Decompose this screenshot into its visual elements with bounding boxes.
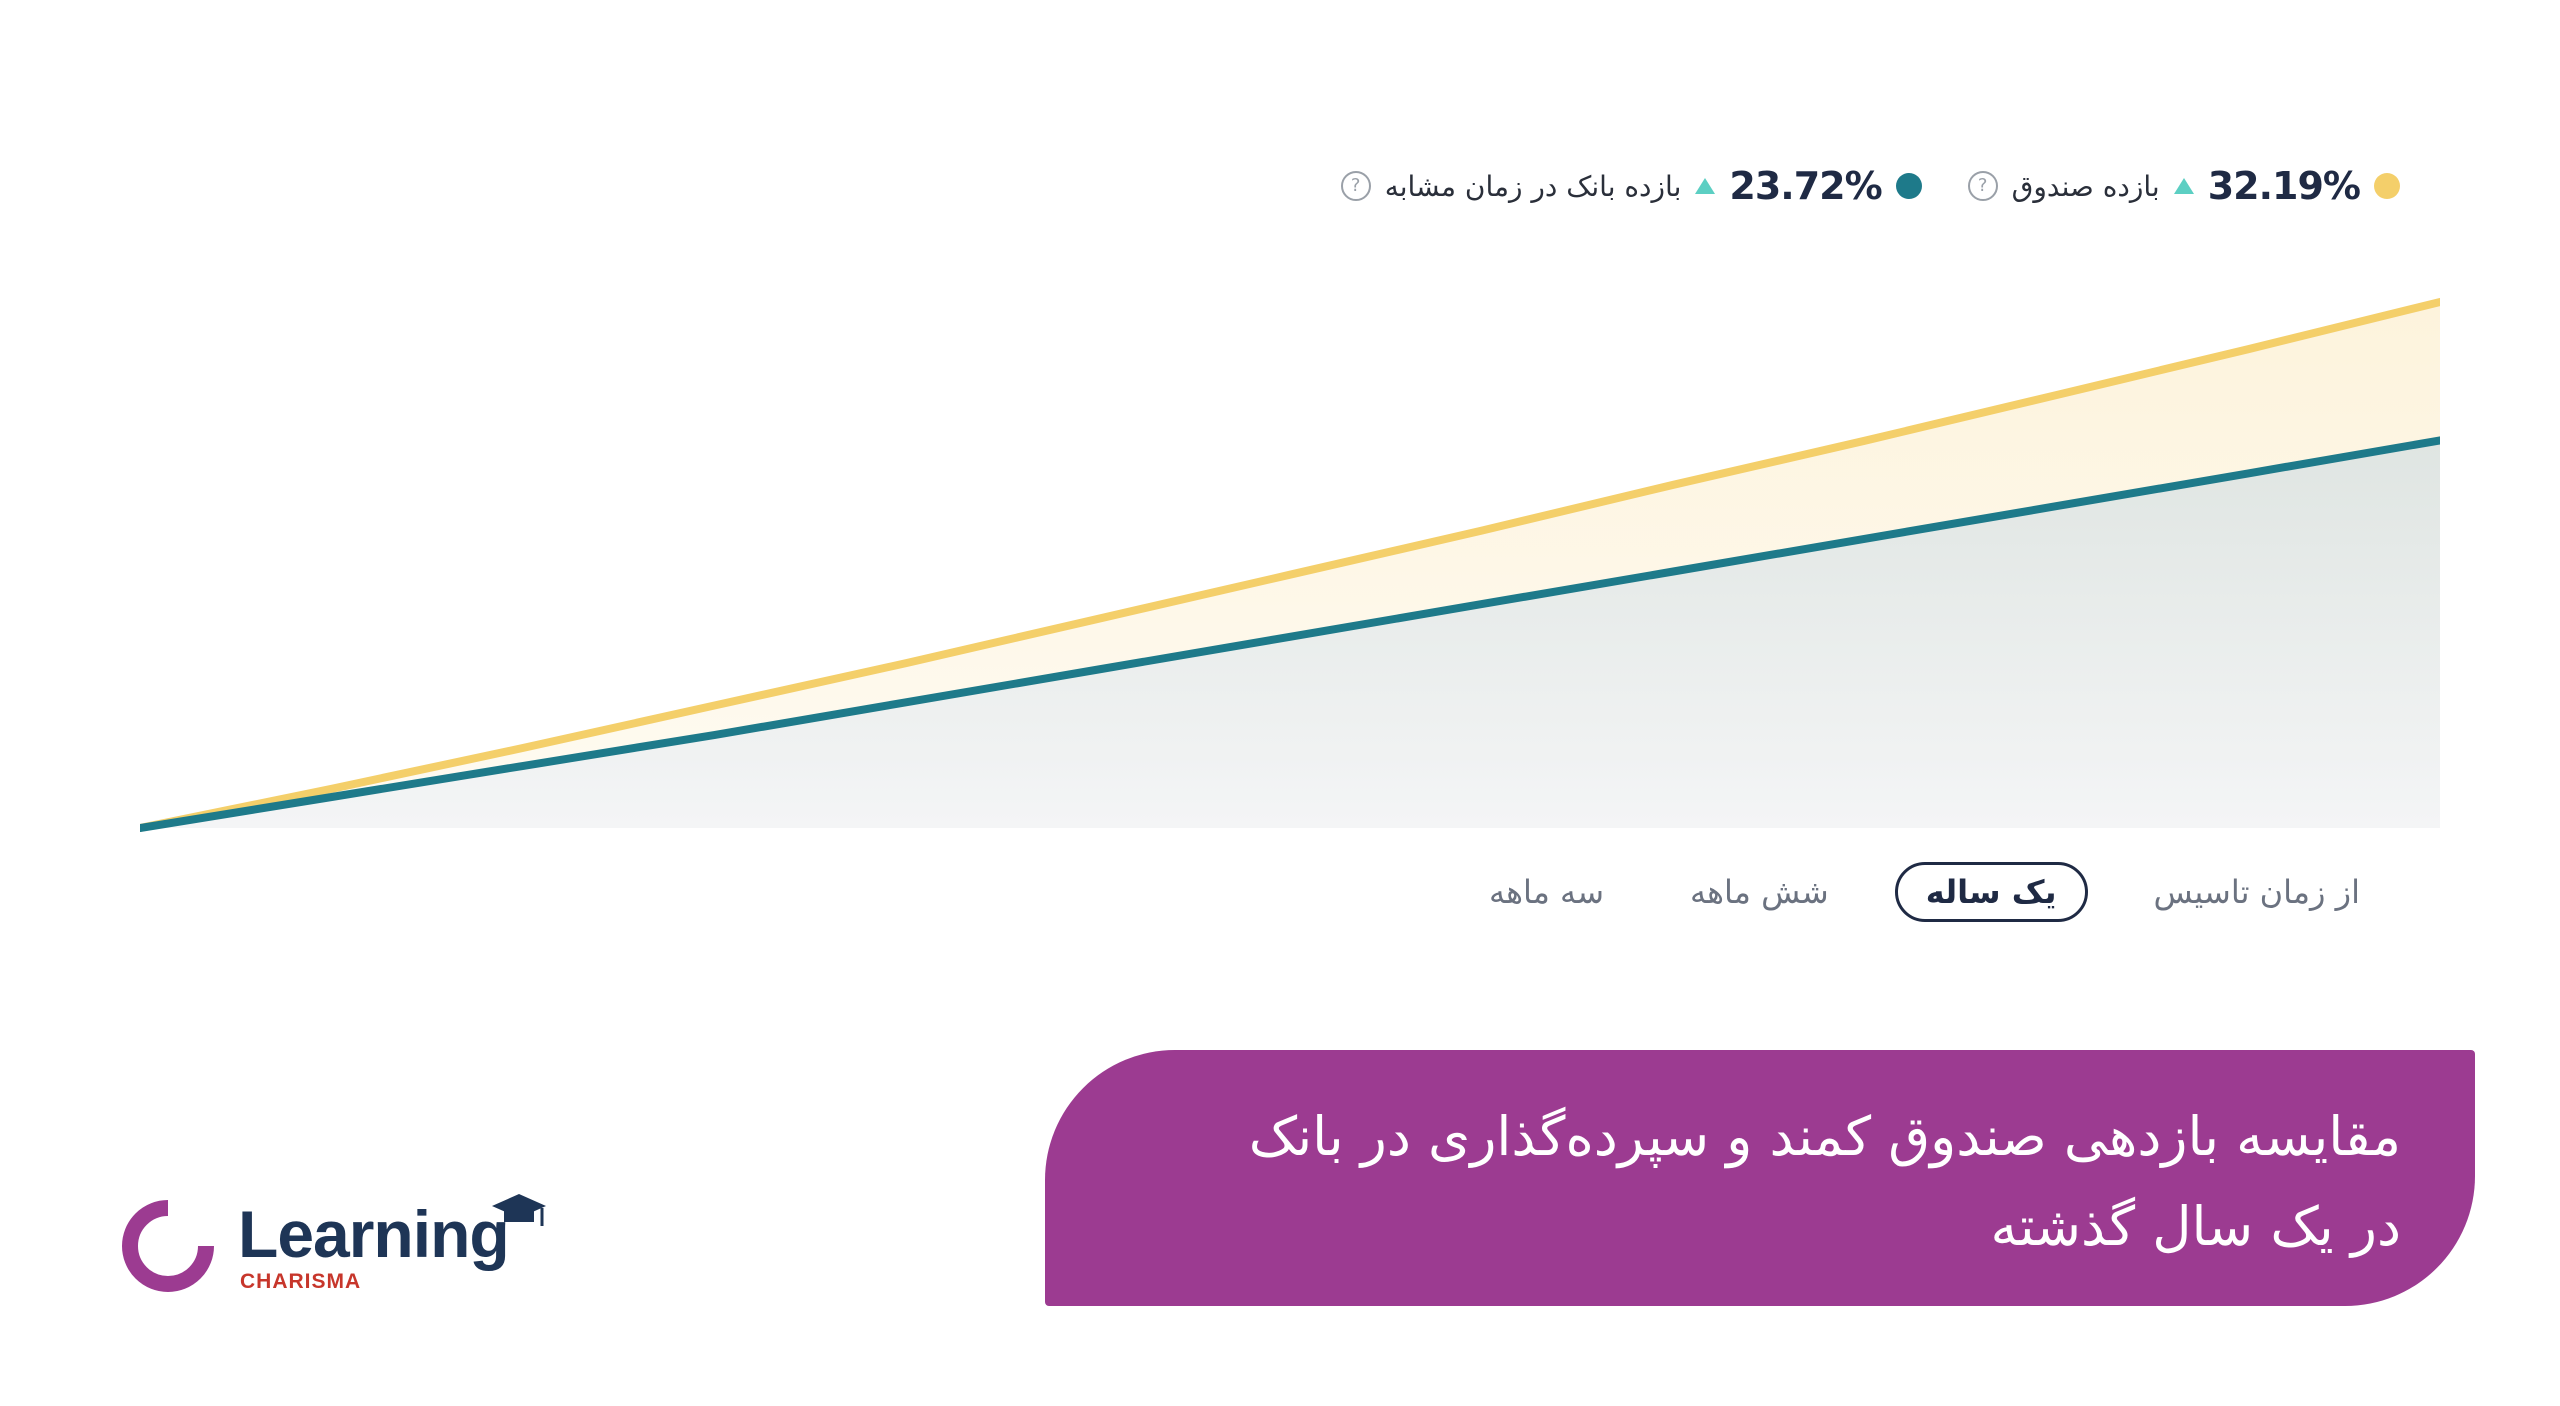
learning-charisma-logo: Learning CHARISMA (122, 1194, 562, 1306)
up-triangle-icon (1695, 178, 1716, 194)
bank-return-value: 23.72% (1729, 164, 1882, 208)
tab-six-months[interactable]: شش ماهه (1690, 873, 1829, 911)
bank-series-line (140, 436, 2440, 832)
bank-area (140, 440, 2440, 828)
caption-line-2: در یک سال گذشته (1990, 1195, 2401, 1258)
fund-return-label: بازده صندوق (2011, 169, 2160, 203)
logo-ring-icon (122, 1200, 214, 1292)
fund-color-dot (2374, 173, 2400, 199)
fund-series-line (140, 298, 2440, 832)
caption-line-1: مقایسه بازدهی صندوق کمند و سپرده‌گذاری د… (1248, 1105, 2401, 1168)
up-triangle-icon (2173, 178, 2194, 194)
fund-return-value: 32.19% (2207, 164, 2361, 208)
bank-return-label: بازده بانک در زمان مشابه (1384, 169, 1682, 203)
returns-chart-svg (140, 298, 2440, 832)
bank-color-dot (1895, 173, 1922, 199)
legend-item-bank: 23.72% بازده بانک در زمان مشابه ? (1340, 164, 1922, 208)
help-icon[interactable]: ? (1340, 171, 1371, 201)
tab-three-months[interactable]: سه ماهه (1488, 873, 1605, 911)
graduation-cap-icon (492, 1194, 546, 1226)
tab-since-inception[interactable]: از زمان تاسیس (2153, 873, 2360, 911)
logo-wordmark: Learning (238, 1197, 510, 1271)
help-icon[interactable]: ? (1967, 171, 1998, 201)
period-tabs: از زمان تاسیس یک ساله شش ماهه سه ماهه (1489, 858, 2380, 926)
returns-chart (140, 280, 2440, 840)
tab-one-year[interactable]: یک ساله (1894, 862, 2088, 922)
logo-subtitle: CHARISMA (240, 1270, 362, 1293)
caption-banner: مقایسه بازدهی صندوق کمند و سپرده‌گذاری د… (1045, 1050, 2475, 1306)
chart-legend: 32.19% بازده صندوق ? 23.72% بازده بانک د… (1300, 160, 2400, 212)
legend-item-fund: 32.19% بازده صندوق ? (1967, 164, 2400, 208)
